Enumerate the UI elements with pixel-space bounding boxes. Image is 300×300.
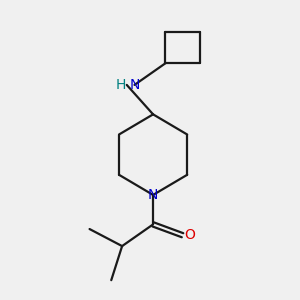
Text: N: N bbox=[129, 78, 140, 92]
Text: N: N bbox=[148, 188, 158, 202]
Text: O: O bbox=[184, 228, 195, 242]
Text: H: H bbox=[116, 78, 126, 92]
